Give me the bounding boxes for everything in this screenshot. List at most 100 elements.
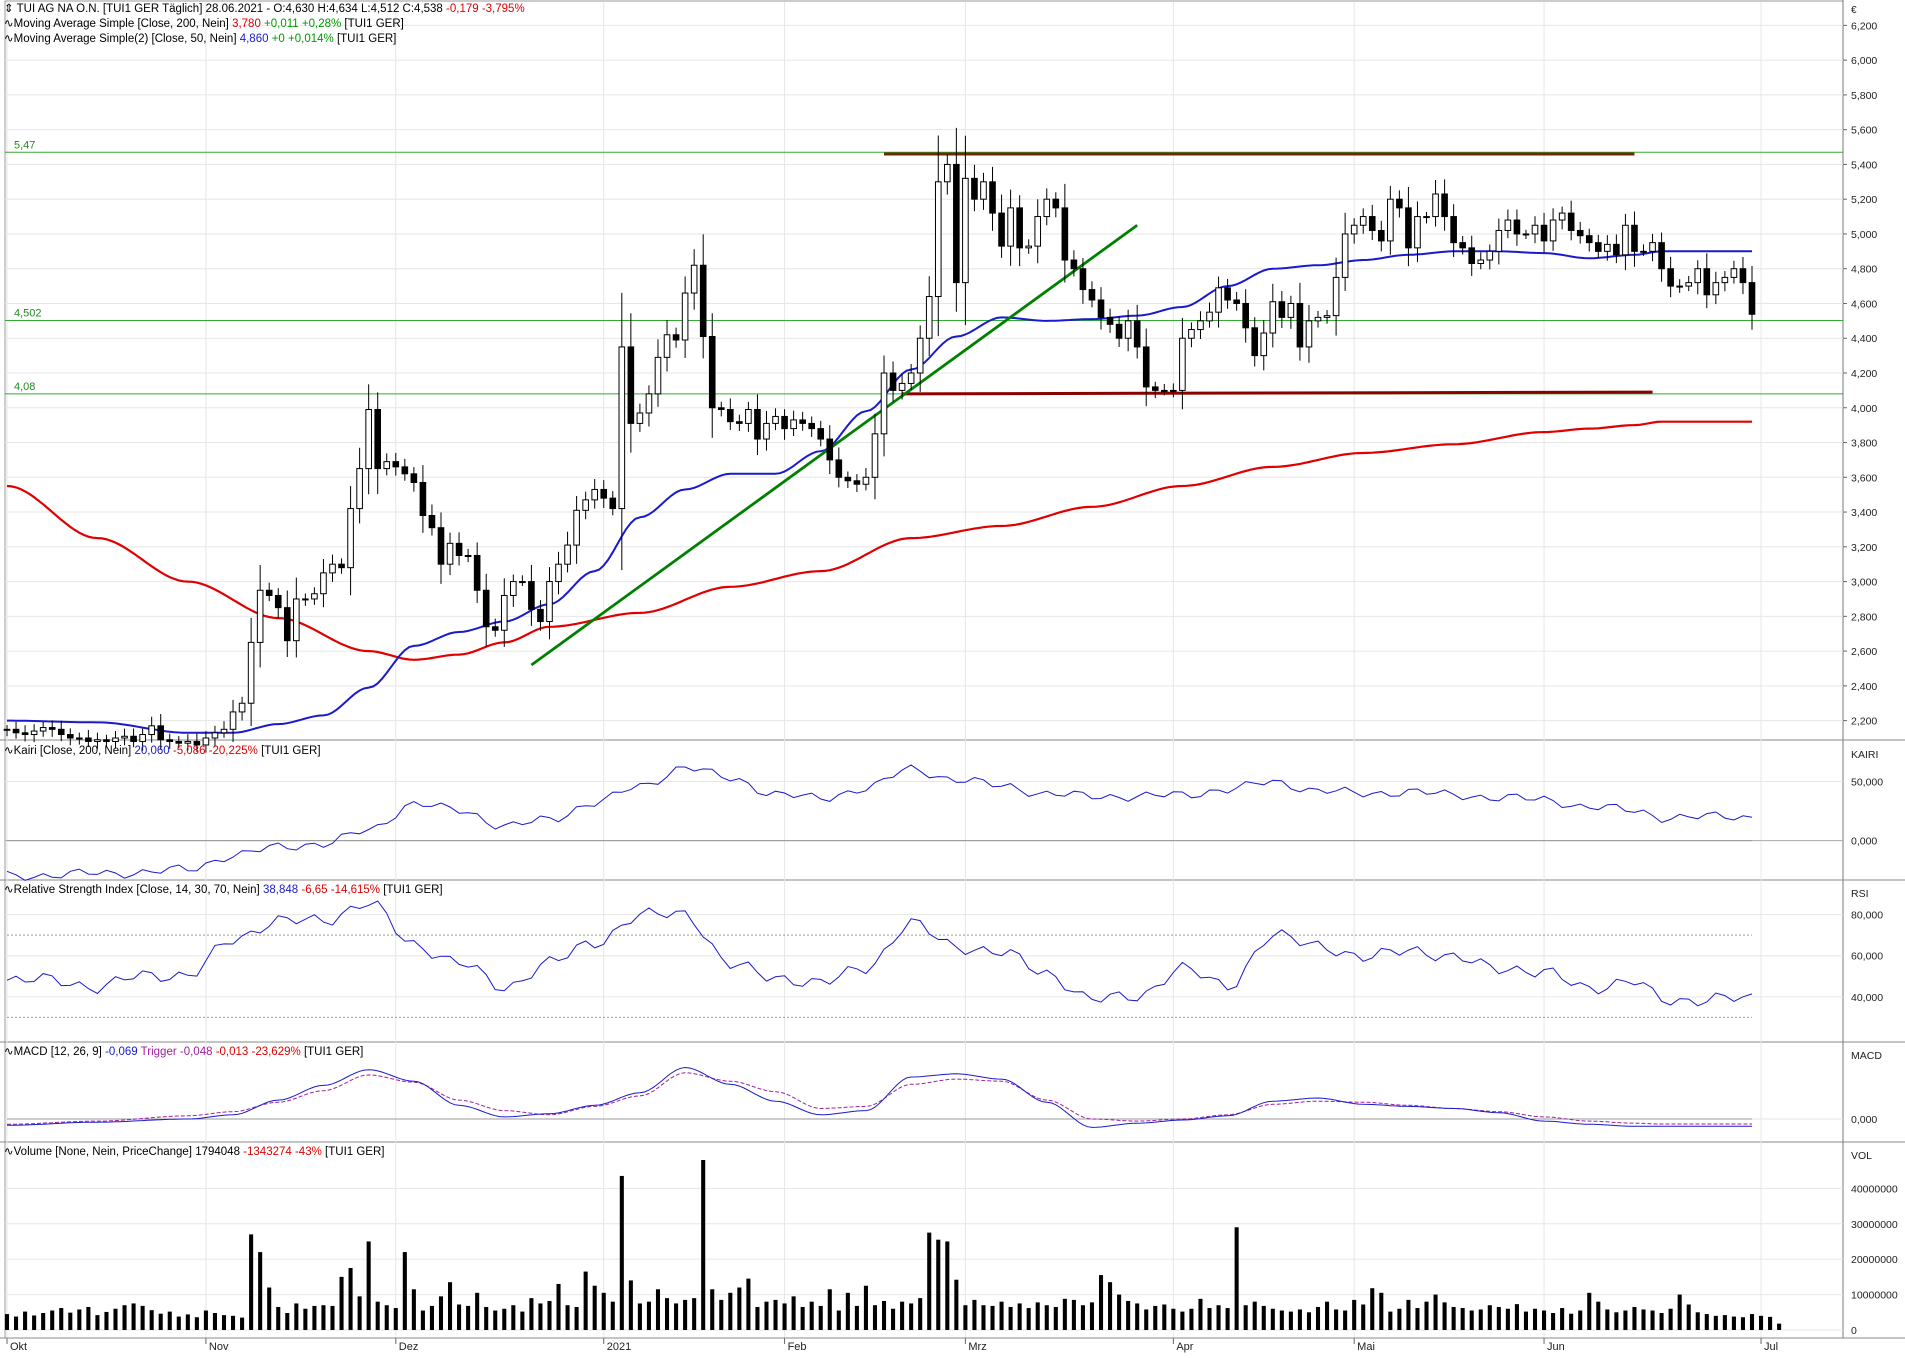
candle-body <box>1387 198 1394 242</box>
volume-bar <box>854 1305 859 1330</box>
candle-body <box>491 626 499 631</box>
volume-bar <box>1641 1309 1646 1330</box>
candle <box>112 731 119 749</box>
volume-bar <box>628 1280 633 1330</box>
price-tick-label: 5,400 <box>1851 159 1877 171</box>
candle-body <box>953 163 960 284</box>
macd-line <box>7 1066 1752 1128</box>
indicator-icon[interactable]: ∿ <box>4 884 14 896</box>
volume-bar <box>1144 1309 1149 1330</box>
candle-body <box>1504 219 1512 231</box>
candle-body <box>12 728 20 734</box>
candle-body <box>1432 193 1439 218</box>
indicator-icon[interactable]: ∿ <box>4 1146 14 1158</box>
volume-bar <box>1632 1306 1637 1330</box>
candle <box>57 720 65 742</box>
candle-body <box>139 734 146 742</box>
candle <box>1161 384 1168 396</box>
candle-body <box>1170 389 1177 392</box>
volume-bar <box>881 1300 887 1330</box>
candle <box>925 276 933 356</box>
volume-bar <box>1162 1304 1167 1330</box>
volume-bar <box>1108 1282 1113 1330</box>
candle-body <box>1007 207 1014 247</box>
candle <box>1188 322 1195 348</box>
candle <box>546 567 553 640</box>
indicator-icon[interactable]: ∿ <box>4 745 14 757</box>
volume-bar <box>945 1241 950 1330</box>
volume-bar <box>737 1287 742 1330</box>
candle-body <box>166 739 174 742</box>
volume-bar <box>104 1311 109 1330</box>
indicator-icon[interactable]: ∿ <box>4 18 14 30</box>
candle <box>139 728 146 751</box>
candle <box>1576 221 1584 244</box>
volume-bar <box>1596 1301 1601 1330</box>
candle <box>265 582 273 602</box>
candle <box>482 573 490 647</box>
candle-body <box>835 459 843 478</box>
volume-bar <box>14 1316 19 1330</box>
candle-body <box>1269 301 1277 334</box>
candle <box>962 135 969 326</box>
candle-body <box>717 407 725 410</box>
candle-body <box>564 544 571 565</box>
plot-frame <box>4 0 1844 1339</box>
candle <box>320 559 327 608</box>
kairi-tag: [TUI1 GER] <box>261 745 321 757</box>
volume-bar <box>1234 1227 1239 1330</box>
volume-bar <box>502 1308 507 1330</box>
candle <box>1007 189 1014 266</box>
candle <box>582 491 589 520</box>
candle <box>826 425 834 475</box>
candle <box>519 575 526 586</box>
volume-bar <box>809 1301 814 1330</box>
volume-bar <box>484 1306 489 1330</box>
volume-bar <box>1370 1288 1375 1330</box>
volume-bar <box>1171 1308 1176 1330</box>
volume-bar <box>1243 1305 1248 1330</box>
volume-bar <box>1397 1308 1402 1330</box>
x-tick-label: Dez <box>399 1341 419 1353</box>
header-rsi: ∿Relative Strength Index [Close, 14, 30,… <box>4 883 443 897</box>
volume-bar <box>1478 1309 1483 1330</box>
candle-body <box>1486 250 1494 261</box>
volume-bar <box>936 1239 941 1330</box>
candle <box>1658 232 1665 282</box>
header-kairi: ∿Kairi [Close, 200, Nein] 20,060 -5,086 … <box>4 744 321 758</box>
volume-bar <box>1026 1308 1031 1330</box>
candle-body <box>401 466 409 475</box>
candle-body <box>1423 216 1430 219</box>
volume-bar <box>1759 1315 1764 1330</box>
indicator-icon[interactable]: ∿ <box>4 33 14 45</box>
indicator-icon[interactable]: ∿ <box>4 1046 14 1058</box>
candle <box>609 491 617 516</box>
candle-body <box>1188 329 1195 339</box>
volume-bar <box>258 1252 263 1330</box>
volume-bar <box>1279 1310 1284 1330</box>
candle-body <box>338 563 345 569</box>
candle-body <box>473 555 481 591</box>
volume-bar <box>556 1283 561 1330</box>
candle-body <box>844 476 852 482</box>
candle <box>1703 253 1711 309</box>
volume-bar <box>23 1311 28 1330</box>
candle <box>356 447 363 524</box>
candle-body <box>302 598 309 601</box>
candle <box>1604 235 1611 261</box>
volume-bar <box>1315 1306 1321 1330</box>
candle-body <box>1179 337 1186 391</box>
price-tick-label: 3,200 <box>1851 542 1877 554</box>
candle <box>754 394 761 456</box>
candle-body <box>862 476 870 485</box>
volume-bar <box>411 1289 416 1330</box>
candle <box>1043 188 1051 226</box>
chart-menu-icon[interactable]: ⇕ <box>4 3 14 15</box>
candle <box>1314 310 1322 328</box>
candle <box>1070 250 1078 277</box>
volume-bar <box>547 1300 552 1330</box>
candle <box>256 565 264 668</box>
candle-body <box>1242 302 1249 329</box>
ma200-line <box>6 420 1752 661</box>
